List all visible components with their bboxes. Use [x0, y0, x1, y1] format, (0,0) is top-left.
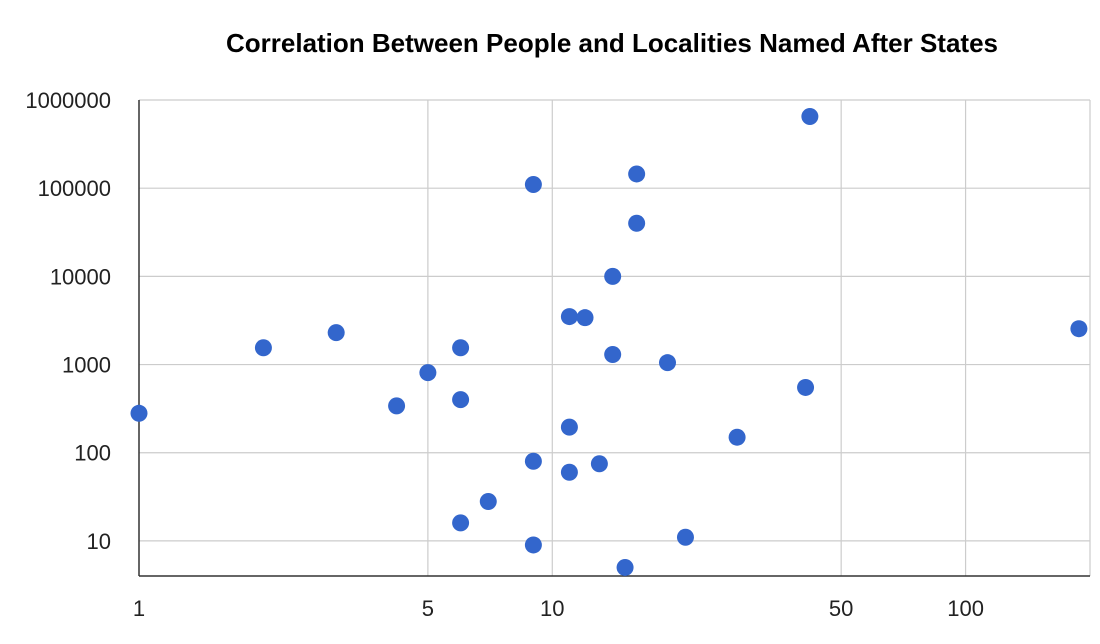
data-point	[728, 428, 746, 446]
data-point	[524, 452, 542, 470]
data-point	[801, 107, 819, 125]
data-point	[590, 455, 608, 473]
data-points	[130, 107, 1088, 576]
chart-title: Correlation Between People and Localitie…	[226, 28, 998, 58]
data-point	[604, 345, 622, 363]
data-point	[419, 364, 437, 382]
data-point	[1070, 320, 1088, 338]
x-tick-label: 1	[133, 596, 145, 621]
grid-lines	[139, 99, 1091, 576]
y-tick-label: 1000000	[25, 88, 111, 113]
data-point	[327, 324, 345, 342]
axes	[138, 100, 1090, 577]
data-point	[388, 397, 406, 415]
data-point	[452, 391, 470, 409]
data-point	[560, 463, 578, 481]
y-tick-label: 1000	[62, 353, 111, 378]
data-point	[628, 214, 646, 232]
data-point	[479, 492, 497, 510]
y-tick-labels: 10 100 1000 10000 100000 1000000	[25, 88, 111, 554]
y-tick-label: 100	[74, 441, 111, 466]
data-point	[130, 404, 148, 422]
data-point	[659, 354, 677, 372]
data-point	[797, 378, 815, 396]
data-point	[560, 308, 578, 326]
x-tick-label: 100	[947, 596, 984, 621]
data-point	[604, 267, 622, 285]
data-point	[616, 558, 634, 576]
data-point	[524, 536, 542, 554]
data-point	[576, 309, 594, 327]
data-point	[628, 165, 646, 183]
x-tick-label: 5	[422, 596, 434, 621]
data-point	[452, 339, 470, 357]
data-point	[452, 514, 470, 532]
data-point	[254, 339, 272, 357]
y-tick-label: 100000	[38, 176, 111, 201]
x-tick-labels: 1 5 10 50 100	[133, 596, 984, 621]
y-tick-label: 10	[87, 529, 111, 554]
data-point	[524, 176, 542, 194]
data-point	[676, 528, 694, 546]
x-tick-label: 50	[829, 596, 853, 621]
x-tick-label: 10	[540, 596, 564, 621]
data-point	[560, 418, 578, 436]
y-tick-label: 10000	[50, 264, 111, 289]
